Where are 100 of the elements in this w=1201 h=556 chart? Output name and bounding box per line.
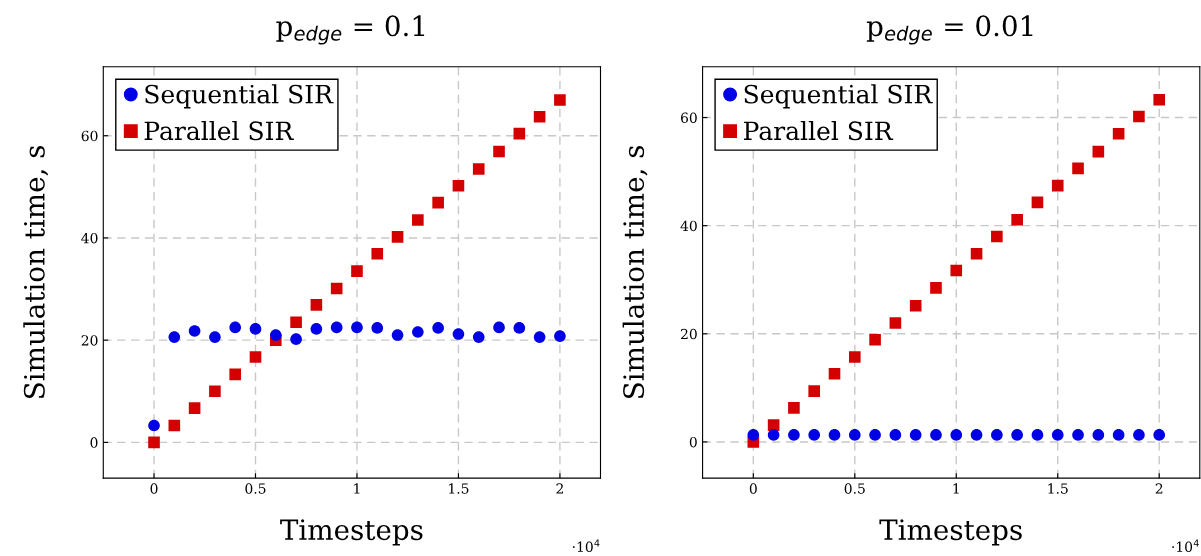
x-tick-label: 0 bbox=[150, 483, 158, 494]
y-tick-label: 40 bbox=[680, 220, 697, 232]
y-tick-label: 60 bbox=[680, 112, 697, 124]
point bbox=[889, 429, 902, 441]
point bbox=[909, 299, 922, 312]
point bbox=[432, 322, 444, 334]
point bbox=[168, 419, 181, 432]
point bbox=[269, 329, 282, 341]
point bbox=[351, 321, 363, 334]
x-axis-title: Timesteps bbox=[280, 519, 423, 546]
x-tick-label: 0.5 bbox=[245, 483, 266, 494]
point bbox=[513, 322, 526, 334]
point bbox=[808, 429, 821, 441]
point bbox=[554, 330, 566, 342]
point bbox=[869, 429, 881, 441]
point bbox=[1133, 429, 1145, 441]
point bbox=[1133, 110, 1145, 123]
point bbox=[209, 385, 221, 398]
legend-label: Sequential SIR bbox=[744, 84, 933, 109]
point bbox=[1153, 429, 1166, 441]
text: ·10$^{4}$ bbox=[572, 539, 600, 553]
point bbox=[767, 429, 780, 441]
point bbox=[229, 368, 242, 381]
point bbox=[412, 214, 424, 226]
point bbox=[808, 385, 821, 397]
point bbox=[1112, 429, 1125, 441]
point bbox=[310, 323, 323, 335]
point bbox=[1051, 179, 1064, 192]
point bbox=[148, 436, 160, 449]
point bbox=[1051, 429, 1064, 441]
point bbox=[472, 163, 485, 175]
point bbox=[788, 402, 800, 414]
point bbox=[493, 321, 505, 334]
point bbox=[351, 265, 363, 277]
point bbox=[1072, 429, 1084, 441]
point bbox=[991, 230, 1003, 243]
point bbox=[828, 368, 841, 380]
point bbox=[330, 321, 343, 334]
point bbox=[391, 231, 404, 243]
point bbox=[1112, 127, 1125, 140]
point bbox=[1072, 162, 1084, 175]
point bbox=[930, 429, 942, 441]
point bbox=[1092, 429, 1105, 441]
x-tick-label: 1 bbox=[354, 483, 360, 494]
y-tick-label: 40 bbox=[81, 232, 98, 244]
point bbox=[533, 331, 546, 343]
point bbox=[554, 94, 566, 106]
point bbox=[188, 402, 201, 414]
legend-label: Parallel SIR bbox=[144, 120, 294, 141]
point bbox=[412, 326, 424, 338]
point bbox=[1011, 429, 1023, 441]
point bbox=[290, 333, 302, 345]
point bbox=[1031, 429, 1044, 441]
point bbox=[747, 429, 760, 441]
x-tick-label: 0.5 bbox=[844, 483, 865, 494]
legend-label: Parallel SIR bbox=[743, 120, 894, 141]
point bbox=[472, 331, 485, 343]
chart-title: p$_{edge}$ = 0.1 bbox=[276, 15, 425, 45]
y-tick-label: 20 bbox=[81, 335, 98, 346]
y-axis-title: Simulation time, s bbox=[622, 145, 648, 399]
point bbox=[452, 180, 465, 192]
point bbox=[513, 127, 526, 140]
point bbox=[371, 322, 384, 334]
point bbox=[869, 333, 881, 346]
point bbox=[767, 419, 780, 431]
point bbox=[310, 299, 323, 311]
y-tick-label: 0 bbox=[90, 437, 98, 448]
point bbox=[432, 196, 444, 209]
point bbox=[148, 419, 160, 432]
point bbox=[209, 331, 221, 343]
x-axis-title: Timesteps bbox=[879, 519, 1022, 546]
point bbox=[1153, 93, 1166, 106]
x-tick-label: 1 bbox=[953, 483, 959, 494]
point bbox=[229, 321, 242, 334]
point bbox=[330, 282, 343, 295]
legend-label: Sequential SIR bbox=[145, 84, 334, 109]
point bbox=[950, 264, 963, 277]
point bbox=[452, 328, 465, 340]
point bbox=[909, 429, 922, 441]
point bbox=[828, 429, 841, 441]
y-tick-label: 20 bbox=[680, 328, 697, 340]
x-tick-label: 1.5 bbox=[1048, 483, 1068, 494]
point bbox=[1031, 196, 1044, 209]
y-tick-label: 60 bbox=[81, 130, 98, 142]
point bbox=[493, 145, 505, 158]
point bbox=[371, 247, 384, 260]
point bbox=[950, 429, 963, 441]
x-tick-label: 0 bbox=[749, 483, 757, 494]
point bbox=[889, 317, 902, 329]
y-tick-label: 0 bbox=[689, 436, 697, 448]
point bbox=[930, 282, 942, 294]
point bbox=[788, 429, 800, 441]
point bbox=[249, 351, 262, 363]
point bbox=[970, 247, 983, 260]
text: ·10$^{4}$ bbox=[1172, 539, 1199, 553]
point bbox=[391, 329, 404, 341]
point bbox=[1092, 145, 1105, 158]
point bbox=[188, 325, 201, 337]
point bbox=[991, 429, 1003, 441]
point bbox=[533, 111, 546, 123]
